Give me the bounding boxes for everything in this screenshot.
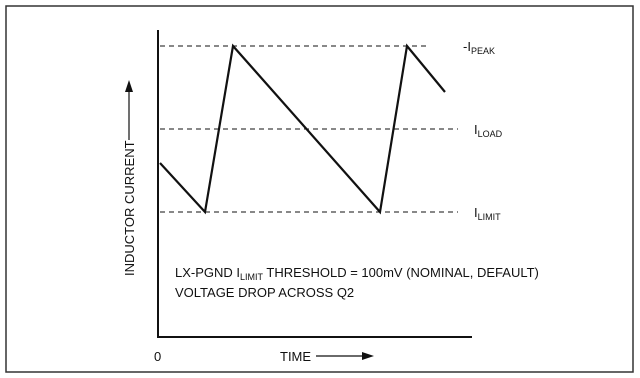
diagram-frame [5, 5, 634, 373]
note-line-2: VOLTAGE DROP ACROSS Q2 [175, 285, 354, 300]
peak-label: -IPEAK [463, 39, 495, 56]
x-axis-label: TIME [280, 349, 311, 364]
limit-label: ILIMIT [474, 205, 501, 222]
y-axis-label: INDUCTOR CURRENT [122, 140, 137, 276]
origin-label: 0 [154, 349, 161, 364]
current-waveform [159, 43, 446, 215]
x-axis-arrow-head [362, 352, 374, 360]
load-label: ILOAD [474, 122, 503, 139]
note-line-1: LX-PGND ILIMIT THRESHOLD = 100mV (NOMINA… [175, 265, 539, 282]
y-axis-arrow-head [125, 80, 133, 92]
